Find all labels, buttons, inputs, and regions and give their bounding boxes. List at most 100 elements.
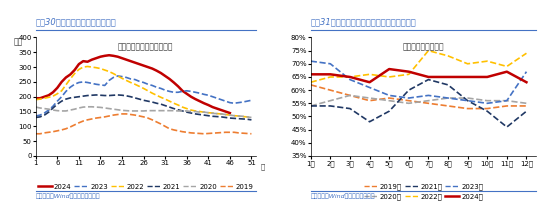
2021年 [425, 78, 432, 81]
2024 [192, 98, 199, 100]
2020 [80, 106, 86, 108]
2024 [218, 109, 224, 111]
Line: 2020年: 2020年 [311, 95, 526, 106]
Line: 2019年: 2019年 [311, 85, 526, 109]
2022年 [346, 76, 353, 78]
2024 [196, 100, 203, 102]
2022 [179, 106, 186, 108]
Legend: 2019年, 2020年, 2021年, 2022年, 2023年, 2024年: 2019年, 2020年, 2021年, 2022年, 2023年, 2024年 [361, 181, 486, 203]
2019 [119, 113, 125, 115]
2024 [166, 78, 173, 80]
2022 [84, 65, 91, 68]
2019年 [425, 102, 432, 105]
2024 [162, 75, 168, 77]
2020年 [327, 99, 334, 102]
2022年 [405, 73, 412, 76]
2020年 [464, 97, 471, 99]
2022 [101, 69, 108, 71]
2024年 [523, 81, 530, 83]
2019年 [464, 107, 471, 110]
2023 [114, 75, 121, 77]
2024 [179, 89, 186, 92]
2019 [101, 116, 108, 118]
Text: 资料来源：Wind，国盛证券研究所: 资料来源：Wind，国盛证券研究所 [36, 193, 100, 199]
2024 [188, 95, 194, 98]
Text: 图表30：近半月沥青延续快速去库: 图表30：近半月沥青延续快速去库 [36, 17, 117, 26]
2022 [248, 116, 255, 119]
2024 [37, 97, 43, 99]
Line: 2021年: 2021年 [311, 80, 526, 127]
Line: 2023年: 2023年 [311, 61, 526, 103]
2019 [248, 132, 255, 135]
2019 [179, 130, 186, 133]
2024 [110, 54, 117, 57]
2019年 [484, 107, 491, 110]
Text: 库容比：水泥：全国: 库容比：水泥：全国 [403, 42, 444, 51]
2024 [227, 112, 233, 114]
Line: 2020: 2020 [36, 107, 251, 118]
2019 [32, 132, 39, 135]
2023 [244, 100, 250, 102]
2021年 [405, 89, 412, 91]
2024年 [346, 76, 353, 78]
2020年 [366, 97, 373, 99]
2024年 [425, 76, 432, 78]
2021年 [327, 105, 334, 107]
2024年 [307, 73, 314, 76]
2020年 [307, 105, 314, 107]
2020 [32, 106, 39, 108]
2022 [32, 98, 39, 101]
2021年 [464, 99, 471, 102]
2024年 [445, 76, 452, 78]
2020年 [484, 99, 491, 102]
Line: 2024年: 2024年 [311, 69, 526, 82]
2024 [205, 104, 212, 106]
2023 [32, 115, 39, 117]
2023年 [504, 99, 510, 102]
2023年 [307, 60, 314, 62]
2024 [93, 57, 100, 59]
2019 [244, 132, 250, 135]
2024 [170, 81, 177, 84]
2021 [106, 94, 112, 97]
2024年 [327, 73, 334, 76]
2023 [179, 90, 186, 93]
2024 [153, 69, 160, 72]
2023年 [327, 63, 334, 65]
2024 [222, 110, 229, 113]
2021 [248, 119, 255, 121]
2022年 [366, 73, 373, 76]
2023 [192, 91, 199, 94]
2024 [101, 54, 108, 57]
2021 [244, 118, 250, 120]
2024 [80, 60, 86, 62]
2022 [244, 116, 250, 118]
2024 [136, 63, 142, 65]
2024 [58, 81, 65, 83]
Text: 资料来源：Wind，国盛证券研究所: 资料来源：Wind，国盛证券研究所 [311, 193, 375, 199]
2021 [80, 95, 86, 97]
2023年 [346, 78, 353, 81]
2022 [106, 70, 112, 73]
2020年 [523, 102, 530, 105]
2019 [192, 132, 199, 134]
2020 [101, 107, 108, 109]
2024 [63, 76, 69, 79]
2024 [210, 106, 216, 108]
2024年 [386, 68, 393, 70]
2020 [248, 116, 255, 119]
2024 [72, 69, 78, 71]
2019年 [327, 89, 334, 91]
2021年 [386, 110, 393, 113]
2023 [101, 84, 108, 87]
2024 [106, 54, 112, 56]
2024 [75, 63, 82, 65]
2020 [179, 110, 186, 112]
2024年 [366, 81, 373, 83]
2024 [89, 58, 95, 61]
2024 [50, 91, 56, 94]
Text: 国内沥青库存：社库＋厂库: 国内沥青库存：社库＋厂库 [118, 42, 173, 51]
2024 [201, 102, 207, 104]
2024 [97, 56, 104, 58]
2024 [123, 58, 130, 61]
